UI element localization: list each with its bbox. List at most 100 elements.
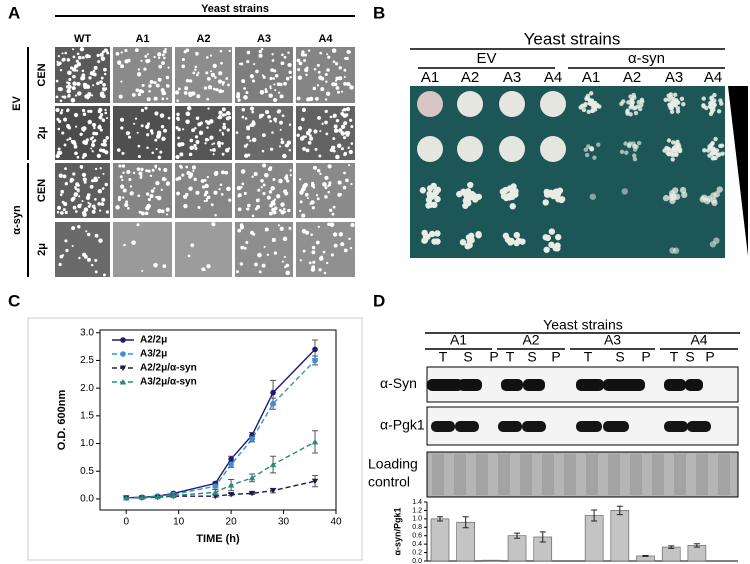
colony <box>185 78 190 83</box>
colony <box>71 86 76 91</box>
colony <box>289 169 292 172</box>
colony <box>153 96 158 101</box>
colony <box>68 137 72 141</box>
colony <box>129 185 133 188</box>
panel-frame <box>27 317 363 561</box>
colony <box>80 76 85 81</box>
colony <box>278 178 283 184</box>
colony <box>240 62 244 66</box>
colony <box>286 140 292 145</box>
group-label: α-syn <box>628 50 665 67</box>
colony <box>271 131 274 134</box>
colony <box>101 148 106 153</box>
colony <box>92 204 96 208</box>
colony <box>337 192 342 197</box>
colony <box>94 167 98 171</box>
colony <box>513 239 520 247</box>
colony <box>710 102 715 107</box>
colony <box>153 262 158 268</box>
colony <box>93 126 96 130</box>
colony <box>318 154 322 158</box>
bar <box>430 518 450 562</box>
colony <box>89 203 92 206</box>
colony <box>243 246 247 250</box>
colony <box>324 98 328 101</box>
colony <box>178 164 183 168</box>
colony <box>222 122 226 126</box>
colony <box>704 105 709 111</box>
spot <box>499 136 525 162</box>
colony <box>189 145 194 151</box>
colony <box>303 53 307 57</box>
colony <box>99 209 102 212</box>
fraction-label: S <box>463 349 472 365</box>
column-label: A4 <box>318 33 333 45</box>
colony <box>325 132 329 136</box>
colony <box>272 77 275 80</box>
colony <box>668 105 673 111</box>
colony <box>206 97 210 101</box>
colony <box>201 185 206 189</box>
colony <box>701 103 706 108</box>
colony <box>149 174 153 178</box>
colony <box>592 155 597 160</box>
colony <box>589 147 595 152</box>
colony <box>125 200 129 204</box>
colony <box>90 263 94 267</box>
colony <box>283 207 286 211</box>
colony <box>162 264 167 269</box>
colony <box>144 54 148 58</box>
colony <box>58 173 63 178</box>
colony <box>177 87 181 91</box>
colony <box>322 182 327 187</box>
colony <box>636 99 641 105</box>
fraction-label: T <box>670 349 679 365</box>
lane <box>542 454 554 495</box>
plate-photo <box>55 222 110 277</box>
colony <box>85 138 89 142</box>
colony <box>261 133 266 138</box>
colony <box>235 131 239 134</box>
colony <box>597 104 602 109</box>
colony <box>243 95 248 100</box>
colony <box>73 68 77 72</box>
marker <box>312 357 318 364</box>
colony <box>86 197 89 200</box>
colony <box>101 197 106 202</box>
colony <box>246 50 251 55</box>
colony <box>64 239 68 243</box>
colony <box>299 178 302 181</box>
colony <box>96 81 100 86</box>
y-tick-label: 0.8 <box>412 524 422 531</box>
colony <box>121 178 124 182</box>
colony <box>98 115 103 120</box>
colony <box>128 178 132 182</box>
colony <box>300 188 305 192</box>
colony <box>158 56 161 59</box>
colony <box>249 139 252 142</box>
colony <box>259 90 265 95</box>
fraction-label: P <box>489 349 498 365</box>
colony <box>183 91 188 95</box>
colony <box>122 171 125 174</box>
colony <box>67 93 71 97</box>
colony <box>236 94 241 99</box>
colony <box>343 75 346 78</box>
colony <box>146 53 149 56</box>
colony <box>149 194 154 199</box>
colony <box>197 205 201 209</box>
colony <box>701 96 706 101</box>
marker <box>269 488 277 494</box>
colony <box>159 113 165 118</box>
colony <box>272 202 276 206</box>
colony <box>196 73 199 77</box>
fraction-label: S <box>615 349 624 365</box>
colony <box>260 178 264 183</box>
colony <box>104 182 108 187</box>
colony <box>153 187 156 190</box>
colony <box>81 172 87 177</box>
strain-label: A2 <box>522 332 539 348</box>
colony <box>204 142 207 145</box>
band <box>576 421 602 432</box>
colony <box>332 149 336 153</box>
